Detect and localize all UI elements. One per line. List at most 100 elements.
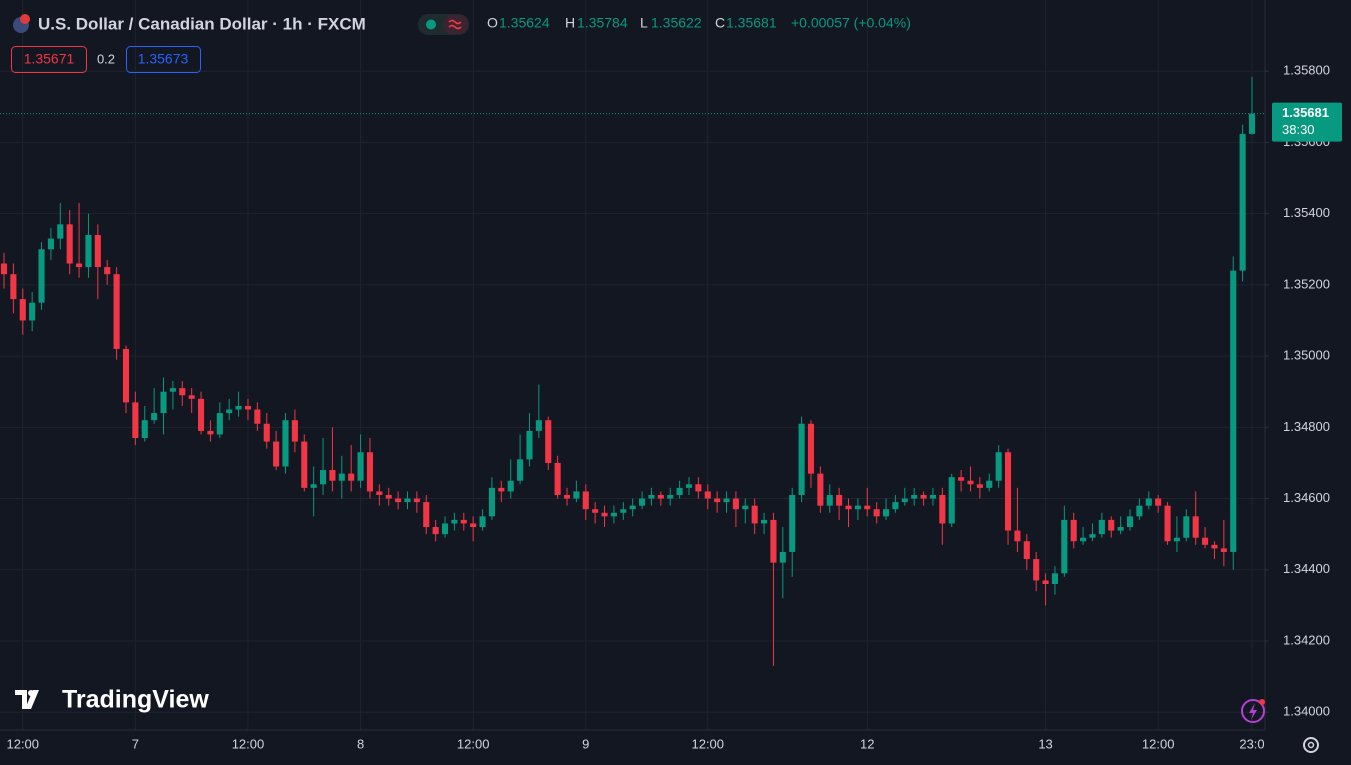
y-tick-label: 1.34600: [1283, 490, 1330, 505]
candle-body: [1098, 519, 1105, 535]
candle-body: [976, 484, 983, 488]
x-tick-label: 7: [132, 736, 139, 751]
candle-body: [732, 498, 739, 510]
candle-body: [207, 430, 214, 435]
y-tick-label: 1.34000: [1283, 704, 1330, 719]
x-tick-label: 12:00: [6, 736, 39, 751]
candle-body: [244, 405, 252, 410]
candle-body: [451, 519, 458, 524]
candle-body: [338, 473, 345, 481]
settings-icon[interactable]: [1303, 737, 1319, 753]
candle-body: [1230, 270, 1237, 552]
candle-body: [620, 509, 627, 513]
candle-body: [507, 480, 514, 492]
candle-body: [423, 502, 430, 528]
candle-body: [1248, 113, 1256, 134]
x-tick-label: 13: [1038, 736, 1052, 751]
candle-body: [141, 420, 148, 438]
candle-body: [535, 420, 542, 431]
candle-body: [1080, 537, 1087, 542]
bid-ask: 1.35671 0.2 1.35673: [11, 46, 201, 73]
candle-body: [104, 267, 111, 275]
candle-body: [57, 224, 64, 239]
ohlc-value: 1.35624: [499, 15, 550, 31]
axis-layer: 1.34000 1.34200 1.34400 1.34600 1.34800 1.350…: [6, 63, 1342, 751]
candle-body: [301, 441, 308, 488]
sell-button[interactable]: [11, 46, 87, 73]
candle-body: [179, 388, 186, 396]
candle-body: [366, 452, 374, 492]
candle-body: [882, 509, 890, 517]
y-tick-label: 1.34200: [1283, 632, 1330, 647]
candle-body: [704, 491, 711, 499]
candle-body: [742, 505, 749, 510]
candle-body: [582, 491, 589, 510]
candle-body: [479, 516, 486, 528]
market-open-dot: [426, 19, 436, 30]
x-tick-label: 12:00: [1142, 736, 1175, 751]
ohlc-label: C: [715, 15, 725, 31]
candle-body: [254, 409, 261, 424]
candle-body: [554, 462, 561, 495]
grid-layer: [0, 0, 1265, 730]
logo-icon: [28, 690, 34, 696]
candle-body: [854, 505, 861, 510]
candle-body: [948, 477, 955, 524]
candle-body: [151, 413, 158, 421]
candle-body: [291, 420, 298, 442]
candle-body: [836, 494, 843, 506]
candle-body: [761, 519, 768, 524]
chart-title: U.S. Dollar / Canadian Dollar · 1h · FXC…: [38, 14, 366, 33]
candle-body: [1061, 519, 1068, 574]
candle-body: [873, 509, 880, 517]
candle-body: [460, 519, 467, 524]
candle-body: [1136, 505, 1143, 517]
candle-body: [76, 263, 83, 268]
candle-body: [319, 470, 327, 485]
candle-body: [395, 498, 402, 503]
candle-body: [967, 480, 974, 485]
candle-body: [789, 494, 796, 552]
candle-body: [1211, 544, 1218, 549]
change-value: +0.00057 (+0.04%): [791, 15, 911, 31]
candle-body: [235, 405, 242, 410]
alert-bolt: [1249, 703, 1257, 720]
candle-body: [714, 498, 721, 503]
buy-button[interactable]: [126, 46, 201, 73]
candle-body: [1202, 537, 1209, 545]
candle-body: [310, 484, 317, 488]
logo-text: TradingView: [62, 686, 209, 714]
status-icon: [448, 19, 462, 30]
candle-body: [441, 523, 449, 535]
candle-body: [911, 494, 918, 499]
candle-body: [432, 527, 439, 535]
ohlc-label: L: [640, 15, 648, 31]
candle-body: [1164, 505, 1171, 542]
gear: [1303, 737, 1319, 753]
candle-body: [629, 505, 636, 510]
candle-body: [1033, 559, 1040, 581]
candle-body: [498, 487, 505, 492]
alert-icon[interactable]: [1241, 699, 1265, 723]
candle-body: [263, 423, 270, 442]
candle-body: [0, 263, 8, 275]
candle-body: [526, 430, 533, 460]
price-tag-label: 1.35681: [1282, 105, 1329, 120]
x-tick-label: 12:00: [457, 736, 490, 751]
candle-body: [470, 523, 477, 528]
candle-body: [751, 505, 758, 524]
y-tick-label: 1.34400: [1283, 561, 1330, 576]
candle-body: [273, 441, 280, 467]
candle-body: [1220, 548, 1227, 552]
alert-dot: [1259, 699, 1265, 705]
ohlc-value: 1.35681: [726, 15, 777, 31]
y-tick-label: 1.35400: [1283, 205, 1330, 220]
candle-body: [920, 494, 927, 499]
ask-price: 1.35673: [138, 51, 189, 67]
candle-body: [1192, 516, 1199, 538]
candle-body: [1117, 527, 1124, 531]
ohlc-label: H: [565, 15, 575, 31]
candle-body: [413, 498, 420, 503]
gear: [1307, 741, 1315, 749]
candle-body: [348, 473, 355, 481]
